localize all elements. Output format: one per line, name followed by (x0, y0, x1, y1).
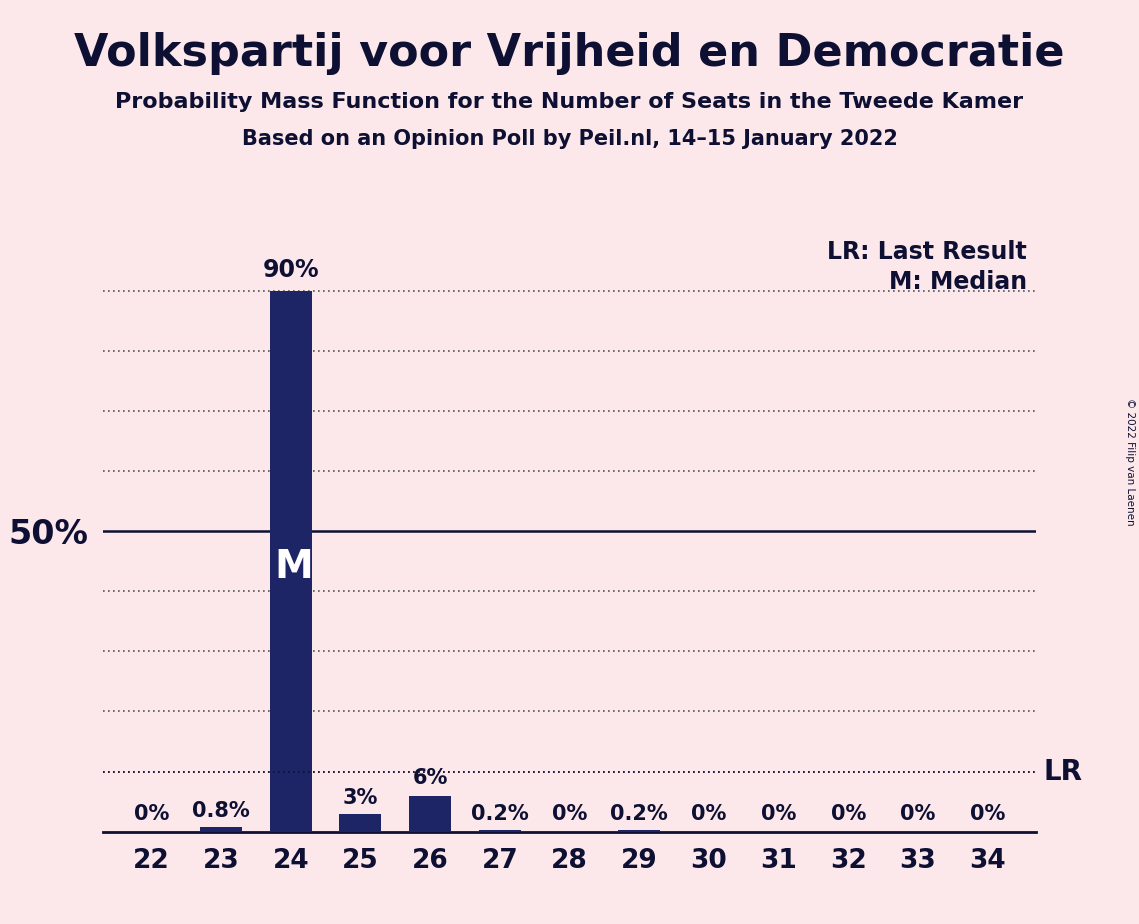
Text: M: M (274, 548, 313, 587)
Bar (409, 796, 451, 832)
Text: M: Median: M: Median (890, 270, 1027, 294)
Text: 3%: 3% (343, 787, 378, 808)
Text: Based on an Opinion Poll by Peil.nl, 14–15 January 2022: Based on an Opinion Poll by Peil.nl, 14–… (241, 129, 898, 150)
Text: 0%: 0% (551, 805, 588, 824)
Bar (339, 813, 382, 832)
Text: 0%: 0% (970, 805, 1006, 824)
Text: 0%: 0% (133, 805, 169, 824)
Text: LR: LR (1043, 758, 1082, 785)
Text: 0%: 0% (900, 805, 935, 824)
Text: 6%: 6% (412, 769, 448, 788)
Text: 0.2%: 0.2% (611, 805, 669, 824)
Text: © 2022 Filip van Laenen: © 2022 Filip van Laenen (1125, 398, 1134, 526)
Bar (200, 827, 241, 832)
Text: LR: Last Result: LR: Last Result (827, 240, 1027, 264)
Bar (270, 291, 312, 832)
Text: 0.8%: 0.8% (192, 801, 249, 821)
Text: Volkspartij voor Vrijheid en Democratie: Volkspartij voor Vrijheid en Democratie (74, 32, 1065, 76)
Bar (618, 831, 661, 832)
Bar (478, 831, 521, 832)
Text: 0%: 0% (761, 805, 796, 824)
Text: 0%: 0% (830, 805, 866, 824)
Text: Probability Mass Function for the Number of Seats in the Tweede Kamer: Probability Mass Function for the Number… (115, 92, 1024, 113)
Text: 90%: 90% (262, 258, 319, 282)
Text: 0.2%: 0.2% (470, 805, 528, 824)
Text: 0%: 0% (691, 805, 727, 824)
